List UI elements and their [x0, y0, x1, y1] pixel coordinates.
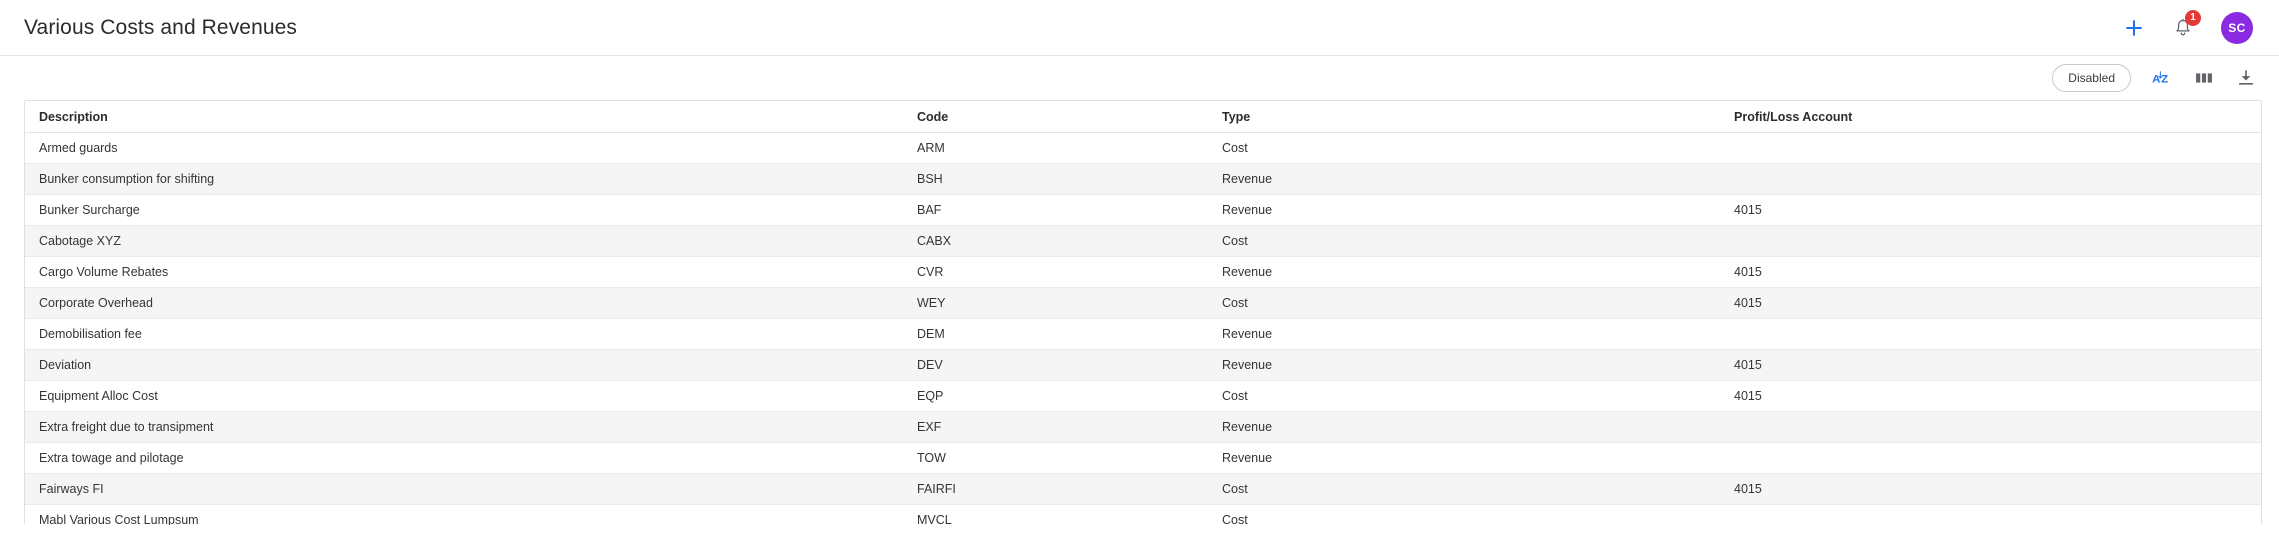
cell-account [1720, 225, 2261, 257]
cell-description: Mabl Various Cost Lumpsum [25, 504, 903, 525]
cell-type: Revenue [1208, 442, 1720, 474]
topbar-actions: 1 SC [2123, 9, 2255, 44]
cell-code: WEY [903, 287, 1208, 319]
cell-type: Cost [1208, 287, 1720, 319]
cell-description: Fairways FI [25, 473, 903, 505]
cell-account [1720, 132, 2261, 164]
column-header-type[interactable]: Type [1208, 101, 1720, 133]
cell-description: Bunker consumption for shifting [25, 163, 903, 195]
cell-code: MVCL [903, 504, 1208, 525]
plus-icon [2126, 19, 2142, 36]
table-row[interactable]: Deviation DEV Revenue 4015 [25, 349, 2261, 381]
cell-code: TOW [903, 442, 1208, 474]
cell-code: EXF [903, 411, 1208, 443]
cell-description: Cabotage XYZ [25, 225, 903, 257]
table-head: Description Code Type Profit/Loss Accoun… [25, 101, 2261, 133]
cell-type: Cost [1208, 504, 1720, 525]
table-toolbar: Disabled A Z [0, 56, 2279, 100]
column-header-profit-loss-account[interactable]: Profit/Loss Account [1720, 101, 2261, 133]
table-header-row: Description Code Type Profit/Loss Accoun… [25, 101, 2261, 133]
table-row[interactable]: Cargo Volume Rebates CVR Revenue 4015 [25, 256, 2261, 288]
cell-account: 4015 [1720, 194, 2261, 226]
table-row[interactable]: Cabotage XYZ CABX Cost [25, 225, 2261, 257]
column-header-description[interactable]: Description [25, 101, 903, 133]
cell-description: Extra freight due to transipment [25, 411, 903, 443]
page-title: Various Costs and Revenues [24, 16, 298, 39]
table-row[interactable]: Extra freight due to transipment EXF Reven… [25, 411, 2261, 443]
cell-account [1720, 442, 2261, 474]
table-row[interactable]: Bunker Surcharge BAF Revenue 4015 [25, 194, 2261, 226]
cell-account: 4015 [1720, 473, 2261, 505]
cell-code: BAF [903, 194, 1208, 226]
bell-wrap: 1 [2171, 9, 2201, 41]
notifications-button[interactable]: 1 [2171, 9, 2201, 41]
table-row[interactable]: Mabl Various Cost Lumpsum MVCL Cost [25, 504, 2261, 525]
table-row[interactable]: Extra towage and pilotage TOW Revenue [25, 442, 2261, 474]
cell-description: Demobilisation fee [25, 318, 903, 350]
svg-text:Z: Z [2161, 74, 2168, 86]
table-row[interactable]: Demobilisation fee DEM Revenue [25, 318, 2261, 350]
status-filter-button[interactable]: Disabled [2052, 64, 2131, 92]
cell-code: CABX [903, 225, 1208, 257]
cell-type: Cost [1208, 225, 1720, 257]
cell-description: Equipment Alloc Cost [25, 380, 903, 412]
top-bar: Various Costs and Revenues 1 SC [0, 0, 2279, 56]
notification-badge: 1 [2185, 9, 2201, 26]
cell-account: 4015 [1720, 287, 2261, 319]
cell-code: ARM [903, 132, 1208, 164]
cell-account [1720, 163, 2261, 195]
cell-type: Cost [1208, 473, 1720, 505]
table-row[interactable]: Equipment Alloc Cost EQP Cost 4015 [25, 380, 2261, 412]
cell-account [1720, 318, 2261, 350]
avatar[interactable]: SC [2221, 11, 2253, 44]
cell-account [1720, 504, 2261, 525]
cell-account [1720, 411, 2261, 443]
cell-code: CVR [903, 256, 1208, 288]
sort-az-glyph: A Z [2152, 71, 2168, 86]
table-row[interactable]: Corporate Overhead WEY Cost 4015 [25, 287, 2261, 319]
cell-type: Revenue [1208, 318, 1720, 350]
cell-code: EQP [903, 380, 1208, 412]
cell-description: Cargo Volume Rebates [25, 256, 903, 288]
data-table-card: Description Code Type Profit/Loss Accoun… [24, 100, 2262, 525]
columns-glyph [2196, 73, 2212, 83]
cell-description: Bunker Surcharge [25, 194, 903, 226]
cell-account: 4015 [1720, 380, 2261, 412]
sort-alpha-ascending-icon[interactable]: A Z [2151, 67, 2173, 89]
cell-description: Deviation [25, 349, 903, 381]
columns-icon[interactable] [2193, 67, 2215, 89]
table-row[interactable]: Fairways FI FAIRFI Cost 4015 [25, 473, 2261, 505]
download-glyph [2238, 70, 2254, 85]
table-body: Armed guards ARM Cost Bunker consumption fo… [25, 132, 2261, 525]
column-header-code[interactable]: Code [903, 101, 1208, 133]
svg-text:A: A [2152, 74, 2160, 86]
cell-description: Corporate Overhead [25, 287, 903, 319]
cell-type: Cost [1208, 132, 1720, 164]
cell-description: Armed guards [25, 132, 903, 164]
cell-type: Revenue [1208, 411, 1720, 443]
cell-type: Cost [1208, 380, 1720, 412]
cell-type: Revenue [1208, 194, 1720, 226]
cell-code: BSH [903, 163, 1208, 195]
cell-code: FAIRFI [903, 473, 1208, 505]
data-table: Description Code Type Profit/Loss Accoun… [25, 101, 2261, 525]
cell-type: Revenue [1208, 349, 1720, 381]
table-row[interactable]: Armed guards ARM Cost [25, 132, 2261, 164]
cell-code: DEV [903, 349, 1208, 381]
cell-account: 4015 [1720, 349, 2261, 381]
cell-type: Revenue [1208, 256, 1720, 288]
cell-account: 4015 [1720, 256, 2261, 288]
download-icon[interactable] [2235, 67, 2257, 89]
add-button[interactable] [2123, 17, 2145, 39]
table-row[interactable]: Bunker consumption for shifting BSH Revenu… [25, 163, 2261, 195]
cell-description: Extra towage and pilotage [25, 442, 903, 474]
cell-code: DEM [903, 318, 1208, 350]
cell-type: Revenue [1208, 163, 1720, 195]
